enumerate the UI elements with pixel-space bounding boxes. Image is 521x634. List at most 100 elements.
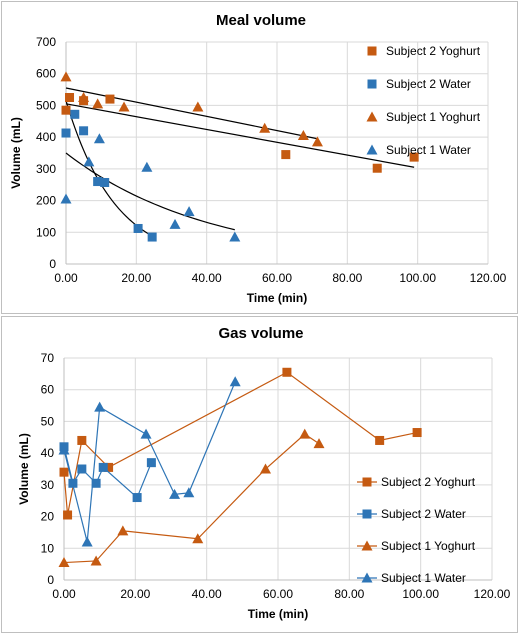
data-point xyxy=(92,98,104,109)
y-tick-label: 30 xyxy=(41,478,55,492)
legend-marker xyxy=(361,540,373,551)
data-point xyxy=(77,435,87,445)
data-point xyxy=(70,109,80,119)
data-point xyxy=(78,92,90,102)
chart-title: Gas volume xyxy=(218,325,303,342)
data-point xyxy=(146,458,156,468)
data-point xyxy=(105,94,115,104)
data-point xyxy=(297,130,309,141)
x-axis-label: Time (min) xyxy=(247,291,307,305)
x-tick-label: 0.00 xyxy=(52,587,76,601)
y-tick-label: 10 xyxy=(41,541,55,555)
data-point xyxy=(169,218,181,229)
data-point xyxy=(91,478,101,488)
x-tick-label: 100.00 xyxy=(399,271,436,285)
y-tick-label: 20 xyxy=(41,510,55,524)
x-tick-label: 60.00 xyxy=(263,587,293,601)
legend-marker xyxy=(367,79,377,89)
legend-entry: Subject 2 Water xyxy=(367,77,471,91)
x-tick-label: 40.00 xyxy=(192,587,222,601)
y-tick-label: 100 xyxy=(36,225,56,239)
data-point xyxy=(77,464,87,474)
data-point xyxy=(192,101,204,112)
data-point xyxy=(229,376,241,387)
series-subject-1-yoghurt xyxy=(58,428,325,568)
legend-label: Subject 1 Yoghurt xyxy=(386,110,481,124)
data-point xyxy=(192,533,204,544)
data-point xyxy=(65,93,75,102)
data-point xyxy=(61,105,71,115)
data-point xyxy=(93,177,103,187)
x-tick-label: 20.00 xyxy=(120,587,150,601)
y-tick-label: 300 xyxy=(36,162,56,176)
legend-label: Subject 2 Yoghurt xyxy=(386,44,481,58)
gas-volume-chart: Gas volume 0 10 20 30 40 50 60 70 0.00 20.00 40.00 6… xyxy=(1,316,518,633)
series-line xyxy=(63,446,152,499)
data-point xyxy=(59,467,69,477)
gas-volume-plot: Gas volume 0 10 20 30 40 50 60 70 0.00 20.00 40.00 6… xyxy=(17,325,511,621)
y-tick-label: 200 xyxy=(36,194,56,208)
legend-label: Subject 1 Yoghurt xyxy=(381,539,476,553)
data-point xyxy=(60,193,72,204)
data-point xyxy=(104,462,114,472)
data-point xyxy=(61,128,71,138)
legend-marker xyxy=(362,477,372,487)
x-tick-label: 80.00 xyxy=(332,271,362,285)
y-tick-label: 600 xyxy=(36,67,56,81)
y-axis-label: Volume (mL) xyxy=(17,433,31,505)
y-tick-label: 0 xyxy=(49,257,56,271)
data-point xyxy=(281,150,291,160)
data-point xyxy=(412,428,422,438)
data-point xyxy=(90,555,102,566)
series-subject-2-yoghurt xyxy=(59,367,422,520)
data-point xyxy=(311,136,323,147)
x-axis-label: Time (min) xyxy=(248,607,308,621)
y-tick-label: 70 xyxy=(41,351,55,365)
series-subject-1-yoghurt xyxy=(60,71,323,147)
x-tick-label: 60.00 xyxy=(262,271,292,285)
data-point xyxy=(140,428,152,439)
y-tick-label: 500 xyxy=(36,98,56,112)
data-point xyxy=(93,133,105,144)
y-tick-label: 60 xyxy=(41,383,55,397)
data-point xyxy=(409,152,419,162)
legend-label: Subject 2 Yoghurt xyxy=(381,475,476,489)
x-tick-label: 80.00 xyxy=(334,587,364,601)
y-tick-label: 50 xyxy=(41,414,55,428)
legend-marker xyxy=(361,572,373,583)
legend-label: Subject 1 Water xyxy=(386,143,471,157)
data-point xyxy=(260,463,272,474)
series-subject-2-water xyxy=(61,109,157,242)
legend-entry: Subject 1 Yoghurt xyxy=(366,110,481,124)
trendline-2 xyxy=(65,87,318,140)
legend-entry: Subject 1 Yoghurt xyxy=(357,539,476,553)
data-point xyxy=(60,71,72,82)
data-point xyxy=(141,161,153,172)
legend-entry: Subject 2 Yoghurt xyxy=(357,475,476,489)
legend-entry: Subject 2 Yoghurt xyxy=(367,44,481,58)
legend-marker xyxy=(362,509,372,519)
trendline-4 xyxy=(65,152,235,231)
y-tick-label: 400 xyxy=(36,130,56,144)
legend-label: Subject 1 Water xyxy=(381,571,466,585)
legend-marker xyxy=(367,46,377,56)
data-point xyxy=(372,163,382,173)
y-tick-label: 700 xyxy=(36,35,56,49)
data-point xyxy=(63,510,73,520)
meal-volume-plot: Meal volume 0 100 200 300 400 500 600 700 0.00 20.… xyxy=(9,12,507,305)
x-tick-label: 100.00 xyxy=(402,587,439,601)
x-tick-label: 0.00 xyxy=(54,271,78,285)
legend-entry: Subject 1 Water xyxy=(357,571,466,585)
legend-marker xyxy=(366,144,378,155)
x-tick-label: 40.00 xyxy=(192,271,222,285)
data-point xyxy=(83,156,95,167)
data-point xyxy=(81,536,93,547)
data-point xyxy=(375,435,385,445)
chart-title: Meal volume xyxy=(216,12,306,29)
data-point xyxy=(118,101,130,112)
data-point xyxy=(313,438,325,449)
data-point xyxy=(58,444,70,455)
data-point xyxy=(117,525,129,536)
data-point xyxy=(147,232,157,242)
x-tick-label: 120.00 xyxy=(470,271,507,285)
